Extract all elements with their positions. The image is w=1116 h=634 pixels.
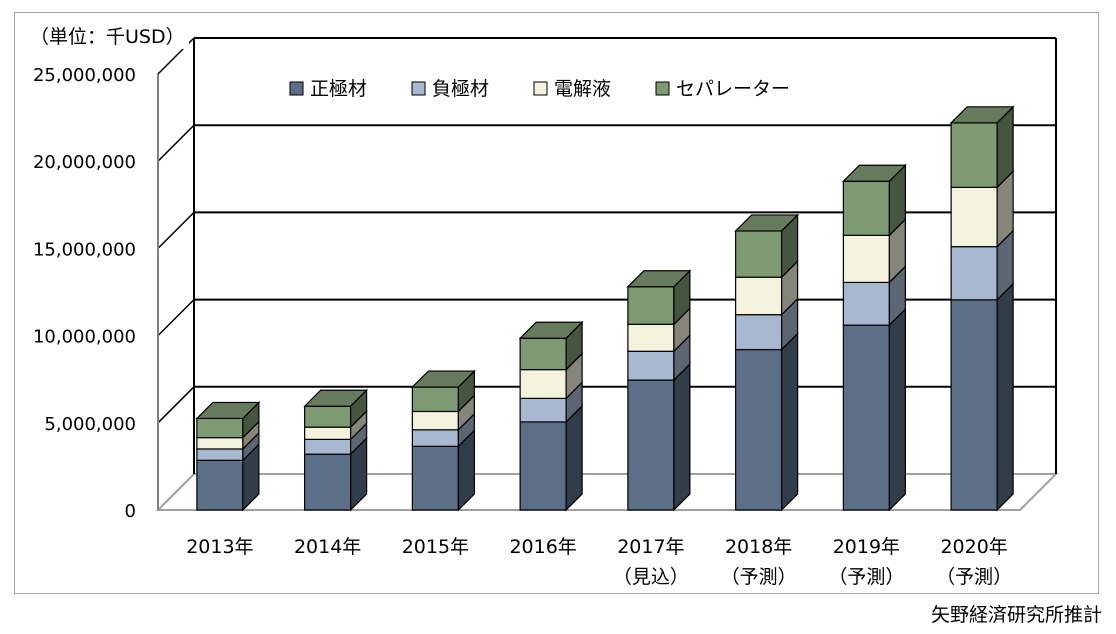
y-tick-label: 10,000,000 [33,327,136,348]
source-credit: 矢野経済研究所推計 [930,604,1102,626]
side-gridline [157,299,195,337]
y-tick-label: 25,000,000 [33,65,136,86]
bar-segment [304,438,352,455]
legend-swatch [533,81,548,96]
x-tick-label: 2018年 [725,536,792,558]
bar-segment [196,417,244,439]
bar-top [518,321,584,339]
x-tick-label: 2020年 [940,536,1007,558]
bar-segment [842,281,890,326]
bar-top [841,164,907,182]
bar-segment [842,234,890,284]
y-tick-label: 15,000,000 [33,239,136,260]
bar-segment [950,186,998,248]
legend-label: セパレーター [676,78,790,100]
bar-segment [411,410,459,431]
bar-segment [627,323,675,352]
bar-segment [627,350,675,381]
bar-segment [627,379,675,511]
bar-top [410,370,476,388]
bar-segment [519,397,567,423]
bar-segment [196,437,244,450]
side-gridline [157,124,195,162]
bar-segment [735,348,783,511]
bar-segment [411,445,459,511]
bar-segment [735,314,783,351]
x-tick-label: 2014年 [294,536,361,558]
stacked-bar-chart: 0 5,000,000 10,000,000 15,000,000 20,000,000… [33,37,1059,588]
side-gridline [157,386,195,424]
side-gridline [157,211,195,249]
bar-segment [304,405,352,428]
bar-segment [519,421,567,511]
bar-segment [196,448,244,461]
bar-top [195,401,261,420]
bar-segment [950,246,998,301]
bar-side [781,332,799,512]
bar-top [734,214,800,232]
bar-side [888,307,906,512]
x-tick-label: 2019年 [833,536,900,558]
legend-label: 正極材 [310,78,367,100]
bar-segment [627,286,675,325]
y-tick-label: 20,000,000 [33,152,136,173]
bar-segment [411,429,459,447]
bar-side [996,282,1014,512]
y-tick-label: 0 [125,501,136,522]
x-tick-label: 2013年 [186,536,253,558]
x-tick-label: 2017年 [617,536,684,558]
bar-segment [304,426,352,440]
x-tick-label: （予測） [936,566,1012,588]
bar-segment [950,122,998,188]
bar-segment [842,180,890,236]
bar-segment [304,453,352,511]
x-tick-label: 2016年 [509,536,576,558]
bar-top [626,270,692,288]
x-tick-label: （予測） [721,566,797,588]
bar-side [673,362,691,512]
legend-swatch [655,81,670,96]
chart-frame [14,12,1099,594]
bar-top [303,389,369,407]
bar-segment [519,337,567,371]
unit-label: （単位：千USD） [30,22,189,49]
bar-segment [735,230,783,278]
bar-segment [196,459,244,511]
chart-floor [155,473,1059,511]
bar-segment [411,386,459,413]
legend-label: 負極材 [432,78,489,100]
bar-segment [735,276,783,316]
bar-side [565,404,583,512]
x-tick-label: （予測） [828,566,904,588]
legend-label: 電解液 [554,78,611,100]
bar-top [949,106,1015,124]
legend-swatch [289,81,304,96]
bar-segment [519,369,567,399]
bar-segment [950,299,998,511]
y-tick-label: 5,000,000 [44,414,136,435]
x-tick-label: （見込） [613,566,689,588]
bar-segment [842,324,890,511]
legend-swatch [411,81,426,96]
x-tick-label: 2015年 [402,536,469,558]
